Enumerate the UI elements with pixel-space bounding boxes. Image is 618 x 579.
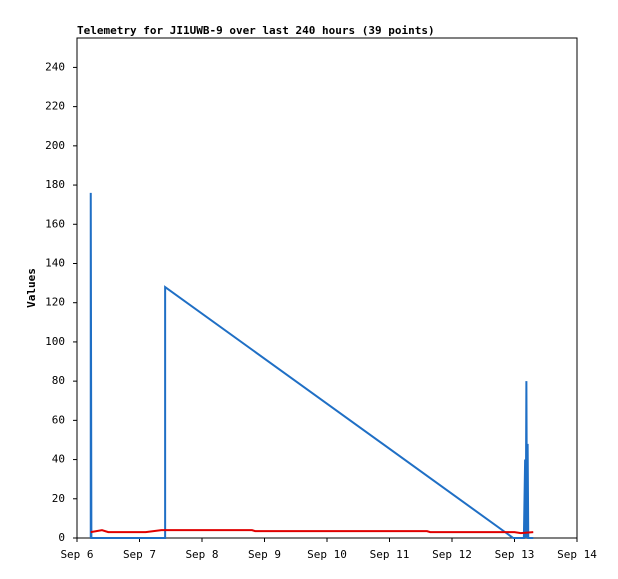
y-tick-label: 160 [45, 217, 65, 230]
x-tick-label: Sep 14 [557, 548, 597, 561]
y-tick-label: 80 [52, 374, 65, 387]
y-tick-label: 200 [45, 139, 65, 152]
y-tick-label: 180 [45, 178, 65, 191]
series-line [89, 192, 534, 539]
y-tick-label: 0 [58, 531, 65, 544]
plot-frame [76, 37, 578, 539]
y-tick-label: 120 [45, 296, 65, 309]
x-tick-label: Sep 11 [370, 548, 410, 561]
y-tick-label: 40 [52, 453, 65, 466]
x-tick-label: Sep 6 [60, 548, 93, 561]
y-axis-label: Values [25, 268, 38, 308]
y-tick-label: 20 [52, 492, 65, 505]
y-tick-label: 60 [52, 413, 65, 426]
x-tick-label: Sep 12 [432, 548, 472, 561]
y-tick-label: 140 [45, 256, 65, 269]
chart-title: Telemetry for JI1UWB-9 over last 240 hou… [77, 24, 435, 37]
series-line [90, 529, 534, 535]
y-tick-label: 100 [45, 335, 65, 348]
x-tick-label: Sep 7 [123, 548, 156, 561]
x-tick-label: Sep 8 [185, 548, 218, 561]
y-tick-label: 240 [45, 60, 65, 73]
y-tick-label: 220 [45, 100, 65, 113]
x-tick-label: Sep 10 [307, 548, 347, 561]
x-tick-label: Sep 9 [248, 548, 281, 561]
x-tick-label: Sep 13 [495, 548, 535, 561]
